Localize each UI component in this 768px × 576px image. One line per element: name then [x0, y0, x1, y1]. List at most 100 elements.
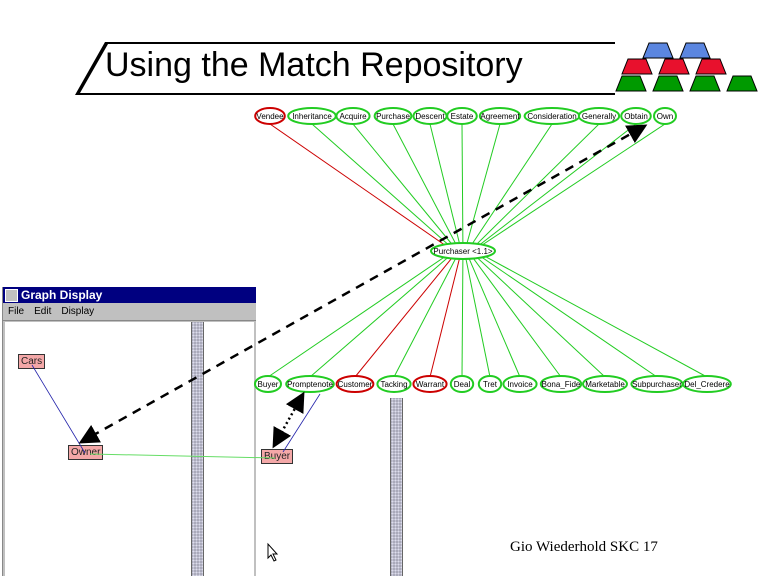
menu-file[interactable]: File	[8, 306, 25, 317]
node-vendee[interactable]: Vendee	[254, 107, 286, 125]
node-label: Del_Credere	[684, 380, 730, 389]
node-label: Acquire	[339, 112, 367, 121]
node-customer[interactable]: Customer	[335, 375, 375, 393]
node-label: Deal	[454, 380, 471, 389]
app-icon	[5, 288, 18, 302]
node-acquire[interactable]: Acquire	[335, 107, 371, 125]
slide-footer: Gio Wiederhold SKC 17	[510, 539, 658, 555]
node-label: Own	[657, 112, 673, 121]
node-label: Estate	[451, 112, 474, 121]
node-label: Promptenote	[287, 380, 333, 389]
node-purchase[interactable]: Purchase	[373, 107, 413, 125]
node-deal[interactable]: Deal	[449, 375, 475, 393]
edge-bottom	[267, 250, 454, 378]
node-label: Consideration	[527, 112, 576, 121]
edge-top	[467, 123, 553, 252]
edge-promptenote-buyer	[282, 393, 321, 453]
edge-bottom	[474, 250, 708, 378]
node-label: Descent	[415, 112, 445, 121]
node-label: Warrant	[416, 380, 445, 389]
node-tacking[interactable]: Tacking	[376, 375, 412, 393]
logo-block	[689, 75, 721, 92]
node-label: Obtain	[624, 112, 648, 121]
edge-top	[461, 123, 464, 252]
node-ellipse	[620, 107, 652, 125]
node-ellipse	[254, 107, 286, 125]
node-agreement[interactable]: Agreement	[478, 107, 522, 125]
logo-block	[642, 42, 674, 59]
logo-block	[621, 58, 653, 75]
edge-cars-owner	[31, 364, 86, 454]
node-label: Inheritance	[292, 112, 332, 121]
node-label: Subpurchaser	[632, 380, 682, 389]
edge-bottom	[461, 250, 464, 378]
slide-title: Using the Match Repository	[105, 46, 523, 84]
node-label: Bona_Fide	[542, 380, 581, 389]
logo-pyramid	[615, 42, 758, 92]
node-buyer[interactable]: Buyer	[261, 449, 294, 464]
node-center[interactable]: Purchaser <1.1>	[430, 242, 496, 260]
node-buyer[interactable]: Buyer	[254, 375, 282, 393]
node-ellipse	[577, 107, 621, 125]
node-ellipse	[682, 375, 732, 393]
edge-top	[469, 123, 600, 252]
node-label: Tacking	[380, 380, 407, 389]
node-tret[interactable]: Tret	[477, 375, 503, 393]
edge-bottom	[429, 250, 462, 378]
edge-bottom	[467, 250, 562, 378]
logo-block	[615, 75, 647, 92]
node-ellipse	[335, 107, 371, 125]
node-label: Agreement	[480, 112, 520, 121]
node-owner[interactable]: Owner	[68, 445, 104, 460]
edge-bottom	[469, 250, 606, 378]
edge-bottom	[465, 250, 521, 378]
logo-block	[658, 58, 690, 75]
logo-block	[679, 42, 711, 59]
node-marketable[interactable]: Marketable	[582, 375, 628, 393]
edge-top	[471, 123, 637, 252]
dashed-correspondence-arrow	[78, 124, 648, 444]
node-own[interactable]: Own	[653, 107, 677, 125]
edge-owner-buyer	[89, 453, 276, 459]
node-ellipse	[478, 107, 522, 125]
menu-edit[interactable]: Edit	[34, 306, 52, 317]
node-promptenote[interactable]: Promptenote	[285, 375, 335, 393]
node-estate[interactable]: Estate	[446, 107, 478, 125]
edge-bottom	[309, 250, 456, 378]
logo-block	[726, 75, 758, 92]
edge-bottom	[393, 250, 460, 378]
edge-top	[311, 123, 456, 252]
node-label: Customer	[338, 380, 373, 389]
node-consideration[interactable]: Consideration	[523, 107, 581, 125]
node-subpurchaser[interactable]: Subpurchaser	[630, 375, 684, 393]
node-cars[interactable]: Cars	[18, 354, 46, 369]
node-label: Buyer	[258, 380, 279, 389]
node-label: Tret	[483, 380, 498, 389]
node-ellipse	[446, 107, 478, 125]
node-label: Vendee	[256, 112, 284, 121]
edge-top	[464, 123, 501, 252]
node-obtain[interactable]: Obtain	[620, 107, 652, 125]
node-ellipse	[373, 107, 413, 125]
node-descent[interactable]: Descent	[412, 107, 448, 125]
node-warrant[interactable]: Warrant	[412, 375, 448, 393]
node-generally[interactable]: Generally	[577, 107, 621, 125]
node-bona_fide[interactable]: Bona_Fide	[539, 375, 583, 393]
node-label: Generally	[582, 112, 616, 121]
menu-display[interactable]: Display	[61, 306, 95, 317]
node-inheritance[interactable]: Inheritance	[287, 107, 337, 125]
edge-top	[472, 123, 666, 252]
node-label: Purchaser <1.1>	[433, 247, 492, 256]
logo-block	[652, 75, 684, 92]
edge-bottom	[354, 250, 458, 378]
node-label: Purchase	[376, 112, 410, 121]
node-ellipse	[653, 107, 677, 125]
edge-bottom	[463, 250, 491, 378]
node-invoice[interactable]: Invoice	[502, 375, 538, 393]
node-del_credere[interactable]: Del_Credere	[682, 375, 732, 393]
edge-bottom	[472, 250, 658, 378]
logo-block	[695, 58, 727, 75]
